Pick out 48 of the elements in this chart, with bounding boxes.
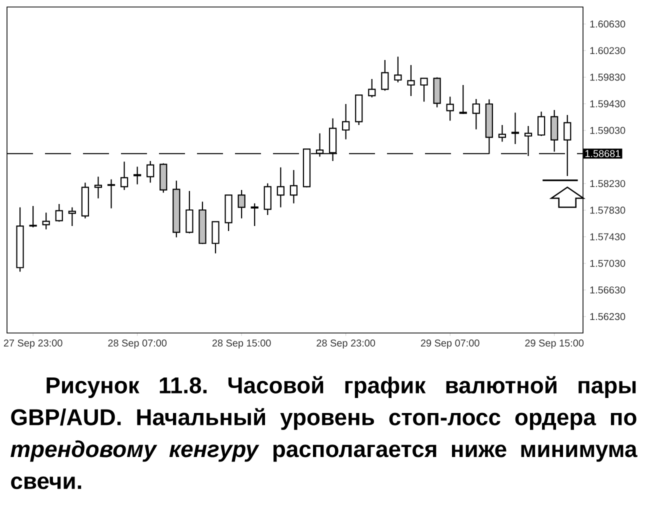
- candlestick: [381, 59, 389, 92]
- candlestick: [212, 221, 220, 254]
- candlestick: [394, 56, 402, 83]
- x-tick-label: 28 Sep 23:00: [316, 340, 376, 349]
- candlestick: [407, 64, 415, 97]
- x-tick-label: 29 Sep 15:00: [525, 340, 584, 349]
- candlestick: [42, 212, 50, 230]
- candlestick: [564, 114, 572, 177]
- candlestick: [511, 112, 520, 145]
- candlestick: [264, 182, 272, 216]
- candlestick: [368, 78, 376, 98]
- y-tick-label: 1.60630: [590, 20, 626, 28]
- text: Рисунок 11.8. Часовой график валютной пары GBP/AUD. Начальный уровень стоп-лосс ордера по трендовому кенгуру располагается ниже минимума свечи.: [10, 376, 638, 490]
- candlestick: [459, 84, 467, 115]
- y-tick-label: 1.57430: [590, 233, 626, 240]
- candlestick: [290, 169, 298, 204]
- candlestick: [538, 111, 546, 137]
- candlestick: [498, 124, 506, 142]
- candlestick: [55, 203, 63, 222]
- candlestick: [107, 178, 116, 209]
- candlestick: [342, 103, 350, 140]
- candlestick: [446, 96, 454, 122]
- candlestick: [94, 176, 102, 199]
- candlestick: [420, 78, 428, 102]
- candlestick: [238, 189, 246, 219]
- y-tick-label: 1.59830: [590, 74, 626, 81]
- y-tick-label: 1.56230: [590, 313, 626, 320]
- x-tick-label: 28 Sep 15:00: [212, 340, 271, 349]
- candlestick: [134, 166, 142, 185]
- candlestick: [250, 202, 258, 227]
- candlestick: [186, 190, 194, 234]
- x-tick-label: 27 Sep 23:00: [4, 340, 62, 349]
- ref-line-label: 1.58681: [585, 150, 620, 158]
- y-tick-label: 1.58230: [590, 180, 626, 188]
- y-tick-label: 1.57830: [590, 206, 626, 214]
- x-tick-label: 29 Sep 07:00: [420, 340, 480, 349]
- y-tick-label: 1.60230: [590, 47, 626, 54]
- x-tick-label: 28 Sep 07:00: [108, 340, 167, 349]
- candlestick: [68, 206, 76, 227]
- y-tick-label: 1.56630: [590, 286, 626, 294]
- y-tick-label: 1.59030: [590, 126, 626, 134]
- candlestick: [146, 160, 154, 184]
- y-tick-label: 1.57030: [590, 260, 626, 267]
- candlestick: [29, 205, 37, 228]
- candlestick: [472, 98, 480, 130]
- y-tick-label: 1.59430: [590, 100, 626, 108]
- candlestick: [120, 161, 128, 191]
- candlestick: [276, 166, 284, 208]
